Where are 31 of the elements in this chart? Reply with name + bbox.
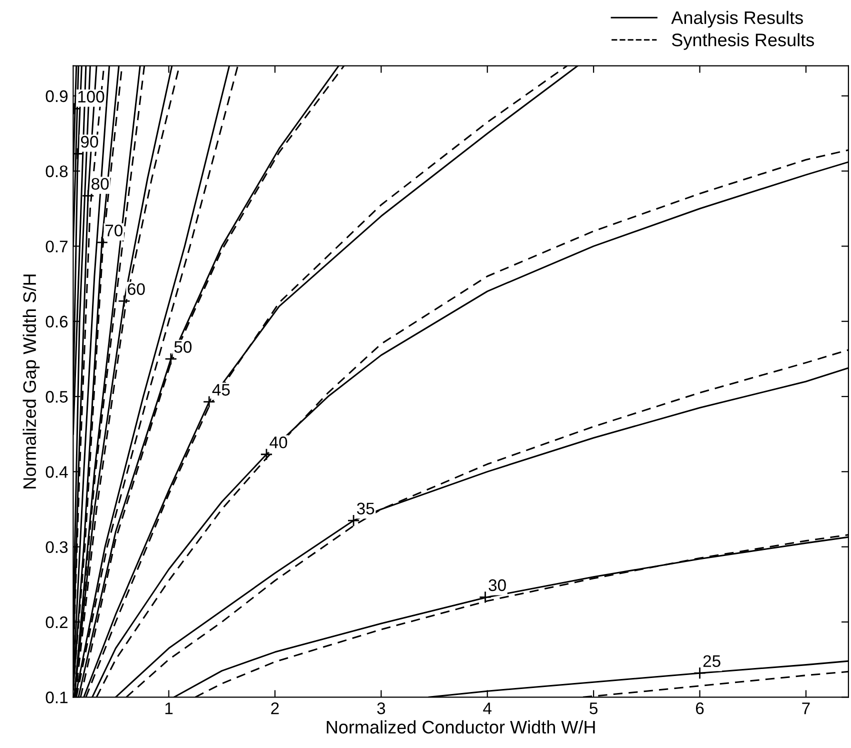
annotation: 80 [92, 178, 109, 190]
y-tick-label: 0.6 [46, 316, 68, 328]
annotation: 50 [174, 341, 192, 353]
x-tick-label: 3 [377, 702, 386, 714]
legend-label: Analysis Results [671, 10, 803, 28]
y-tick-label: 0.8 [46, 165, 68, 178]
annotation: 30 [488, 579, 506, 592]
x-tick-label: 7 [802, 702, 810, 714]
annotation: 90 [80, 136, 98, 148]
annotation: 40 [270, 436, 288, 448]
y-axis-title: Normalized Gap Width S/H [22, 274, 40, 488]
x-tick-label: 4 [483, 702, 492, 714]
annotation: 45 [212, 384, 230, 396]
x-tick-label: 5 [590, 702, 598, 714]
y-tick-label: 0.5 [46, 390, 68, 403]
x-tick-label: 6 [696, 702, 704, 714]
y-tick-label: 0.4 [46, 466, 68, 478]
x-tick-label: 1 [165, 702, 173, 714]
y-tick-label: 0.9 [46, 90, 68, 102]
legend-label: Synthesis Results [672, 33, 814, 50]
y-tick-label: 0.3 [46, 541, 68, 554]
y-tick-label: 0.1 [46, 692, 68, 704]
annotation: 70 [105, 224, 123, 236]
x-axis-title: Normalized Conductor Width W/H [326, 720, 595, 734]
x-tick-label: 2 [271, 702, 279, 714]
y-tick-label: 0.2 [46, 616, 68, 628]
annotation: 100 [78, 90, 104, 103]
annotation: 60 [128, 283, 145, 295]
annotation: 25 [703, 655, 720, 668]
annotation: 35 [356, 502, 374, 514]
y-tick-label: 0.7 [46, 240, 68, 252]
